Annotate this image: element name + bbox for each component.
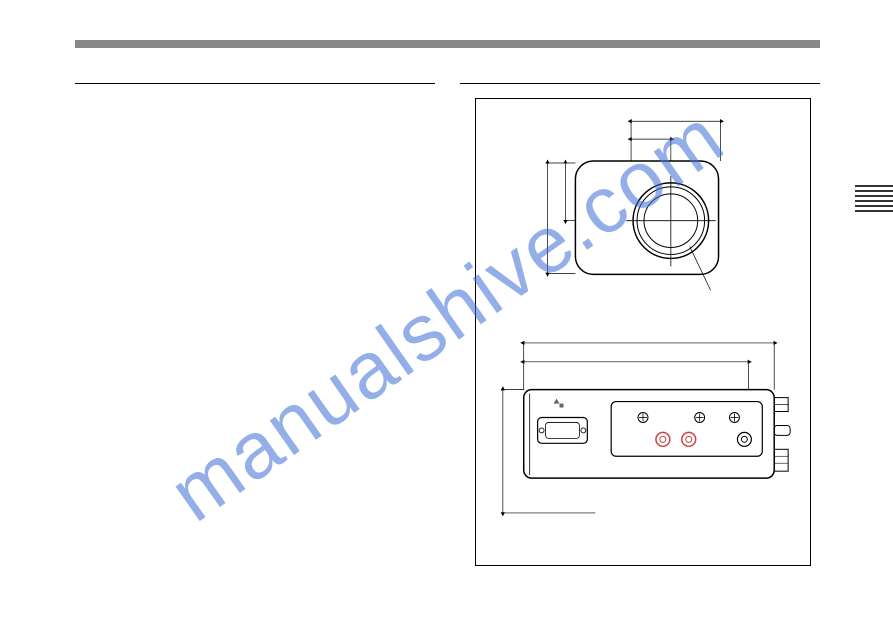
top-gray-bar [75, 40, 820, 48]
front-view [546, 119, 721, 290]
heading-underline-right [460, 83, 820, 84]
technical-drawing-svg [476, 99, 810, 565]
side-view [501, 341, 790, 513]
technical-drawing-frame [475, 98, 811, 566]
heading-underline-left [75, 83, 435, 84]
page-edge-marker [855, 185, 893, 215]
